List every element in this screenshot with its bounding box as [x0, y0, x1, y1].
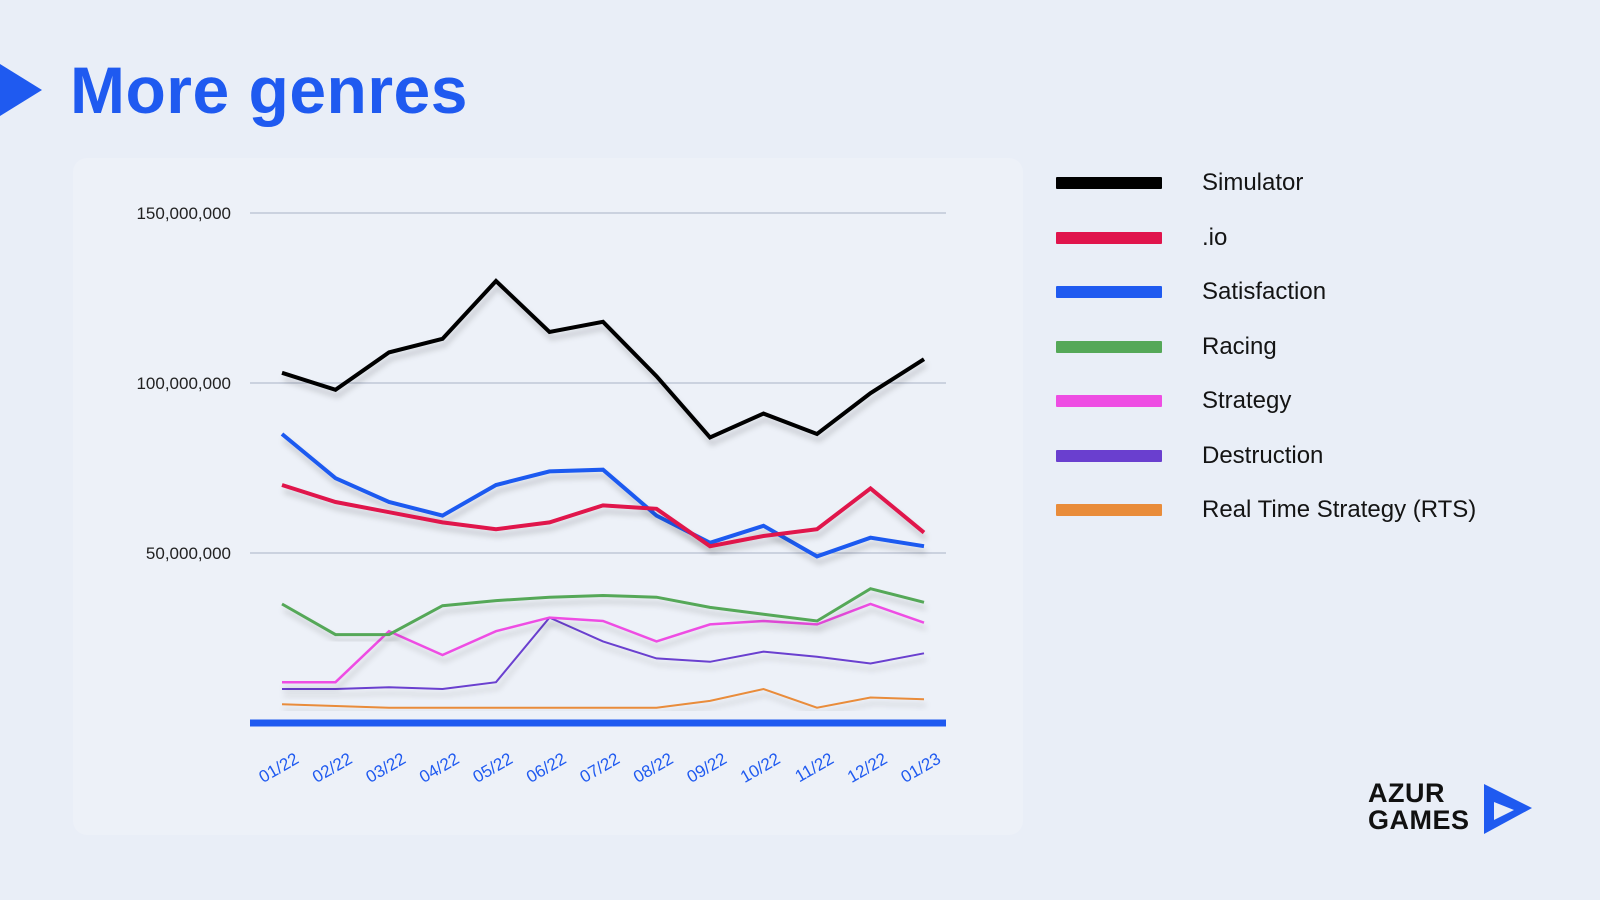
x-tick-label: 08/22 [630, 749, 676, 787]
legend-swatch [1056, 177, 1162, 189]
chart-card: 50,000,000 100,000,000 150,000,000 01/22 02… [73, 158, 1023, 835]
x-tick-label: 10/22 [737, 749, 783, 787]
series-line-racing [281, 587, 925, 637]
x-tick-label: 09/22 [684, 749, 730, 787]
x-tick-label: 12/22 [844, 749, 890, 787]
x-tick-label: 07/22 [577, 749, 623, 787]
legend-swatch [1056, 231, 1162, 244]
title-arrow-icon [0, 64, 42, 116]
legend-swatch [1056, 340, 1162, 353]
legend-label: Strategy [1202, 387, 1292, 414]
logo-line-2: GAMES [1368, 805, 1470, 835]
x-tick-label: 01/23 [898, 749, 944, 787]
legend-label: Real Time Strategy (RTS) [1202, 496, 1477, 523]
series-line-strategy [282, 602, 925, 684]
series-line-simulator [281, 278, 926, 440]
x-tick-label: 04/22 [416, 749, 462, 787]
legend-label: Satisfaction [1202, 278, 1327, 305]
x-tick-label: 11/22 [792, 749, 837, 786]
x-tick-label: 06/22 [523, 749, 569, 787]
x-tick-label: 01/22 [256, 749, 302, 787]
legend-label: Racing [1202, 332, 1277, 360]
x-tick-label: 05/22 [470, 749, 516, 787]
line-chart: 50,000,000 100,000,000 150,000,000 01/22 02… [136, 204, 946, 787]
x-tick-label: 03/22 [363, 749, 409, 787]
y-tick-label: 150,000,000 [136, 204, 231, 223]
legend-label: Destruction [1202, 441, 1324, 469]
series-line-io [281, 483, 926, 549]
legend-label: Simulator [1202, 169, 1304, 196]
series-line-satisfaction [280, 432, 925, 559]
azur-games-logo: AZUR GAMES [1368, 780, 1534, 844]
legend-swatch [1056, 449, 1162, 462]
logo-line-1: AZUR [1368, 778, 1445, 808]
x-tick-label: 02/22 [309, 749, 355, 787]
x-axis-ticks: 01/22 02/22 03/22 04/22 05/22 06/22 07/22 08/22… [256, 749, 944, 787]
y-axis-ticks: 50,000,000 100,000,000 150,000,000 [136, 204, 231, 563]
y-tick-label: 100,000,000 [136, 374, 231, 393]
legend-swatch [1056, 395, 1162, 407]
legend-swatch [1056, 504, 1162, 516]
logo-play-icon [1484, 784, 1532, 834]
series-lines [280, 278, 926, 709]
legend-swatch [1056, 286, 1162, 298]
logo-text: AZUR GAMES [1368, 780, 1470, 834]
page-title: More genres [70, 53, 468, 127]
legend-label: .io [1202, 223, 1228, 251]
series-line-real-time-strategy-rts [281, 687, 925, 709]
series-line-destruction [282, 616, 925, 691]
y-tick-label: 50,000,000 [146, 544, 231, 563]
